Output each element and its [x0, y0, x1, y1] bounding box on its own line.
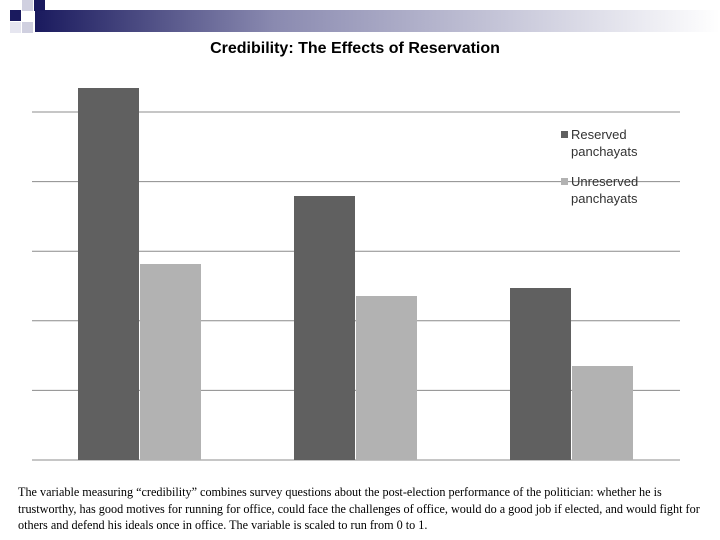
bar-reserved-3: [510, 288, 571, 460]
legend-label-reserved: Reserved panchayats: [571, 127, 638, 159]
bar-unreserved-3: [572, 366, 633, 460]
chart-title: Credibility: The Effects of Reservation: [210, 40, 500, 57]
decorative-header-band: [10, 0, 720, 33]
chart-caption: The variable measuring “credibility” com…: [18, 485, 700, 532]
legend-label-unreserved: Unreserved panchayats: [571, 174, 639, 206]
legend-swatch-reserved: [561, 131, 568, 138]
bar-unreserved-2: [356, 296, 417, 460]
legend-item-reserved: Reserved panchayats: [561, 126, 671, 160]
legend-swatch-unreserved: [561, 178, 568, 185]
legend-item-unreserved: Unreserved panchayats: [561, 173, 671, 207]
bar-chart: [32, 88, 680, 461]
bar-reserved-2: [294, 196, 355, 460]
bar-unreserved-1: [140, 264, 201, 460]
bar-reserved-1: [78, 88, 139, 460]
chart-legend: Reserved panchayats Unreserved panchayat…: [561, 126, 671, 220]
